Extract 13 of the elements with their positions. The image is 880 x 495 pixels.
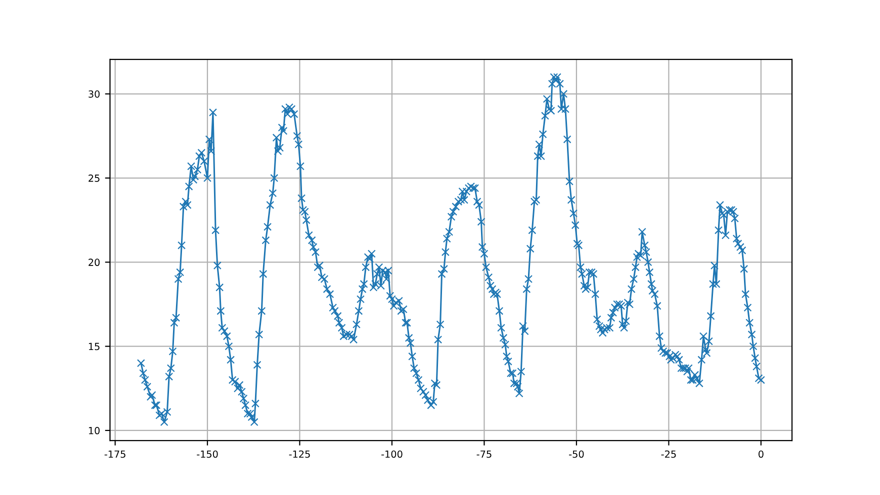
x-tick-label: -100 (381, 450, 402, 458)
x-tick-label: -125 (289, 450, 310, 458)
y-tick-label: 10 (88, 426, 100, 434)
x-tick-label: -75 (476, 450, 492, 458)
y-tick-label: 30 (88, 90, 100, 98)
y-tick-label: 15 (88, 342, 100, 350)
x-tick-label: -150 (196, 450, 218, 458)
x-tick-label: 0 (758, 450, 764, 458)
x-tick-label: -50 (569, 450, 584, 458)
x-tick-label: -175 (104, 450, 126, 458)
y-tick-label: 25 (88, 174, 100, 182)
y-tick-label: 20 (88, 258, 100, 266)
x-tick-label: -25 (661, 450, 676, 458)
